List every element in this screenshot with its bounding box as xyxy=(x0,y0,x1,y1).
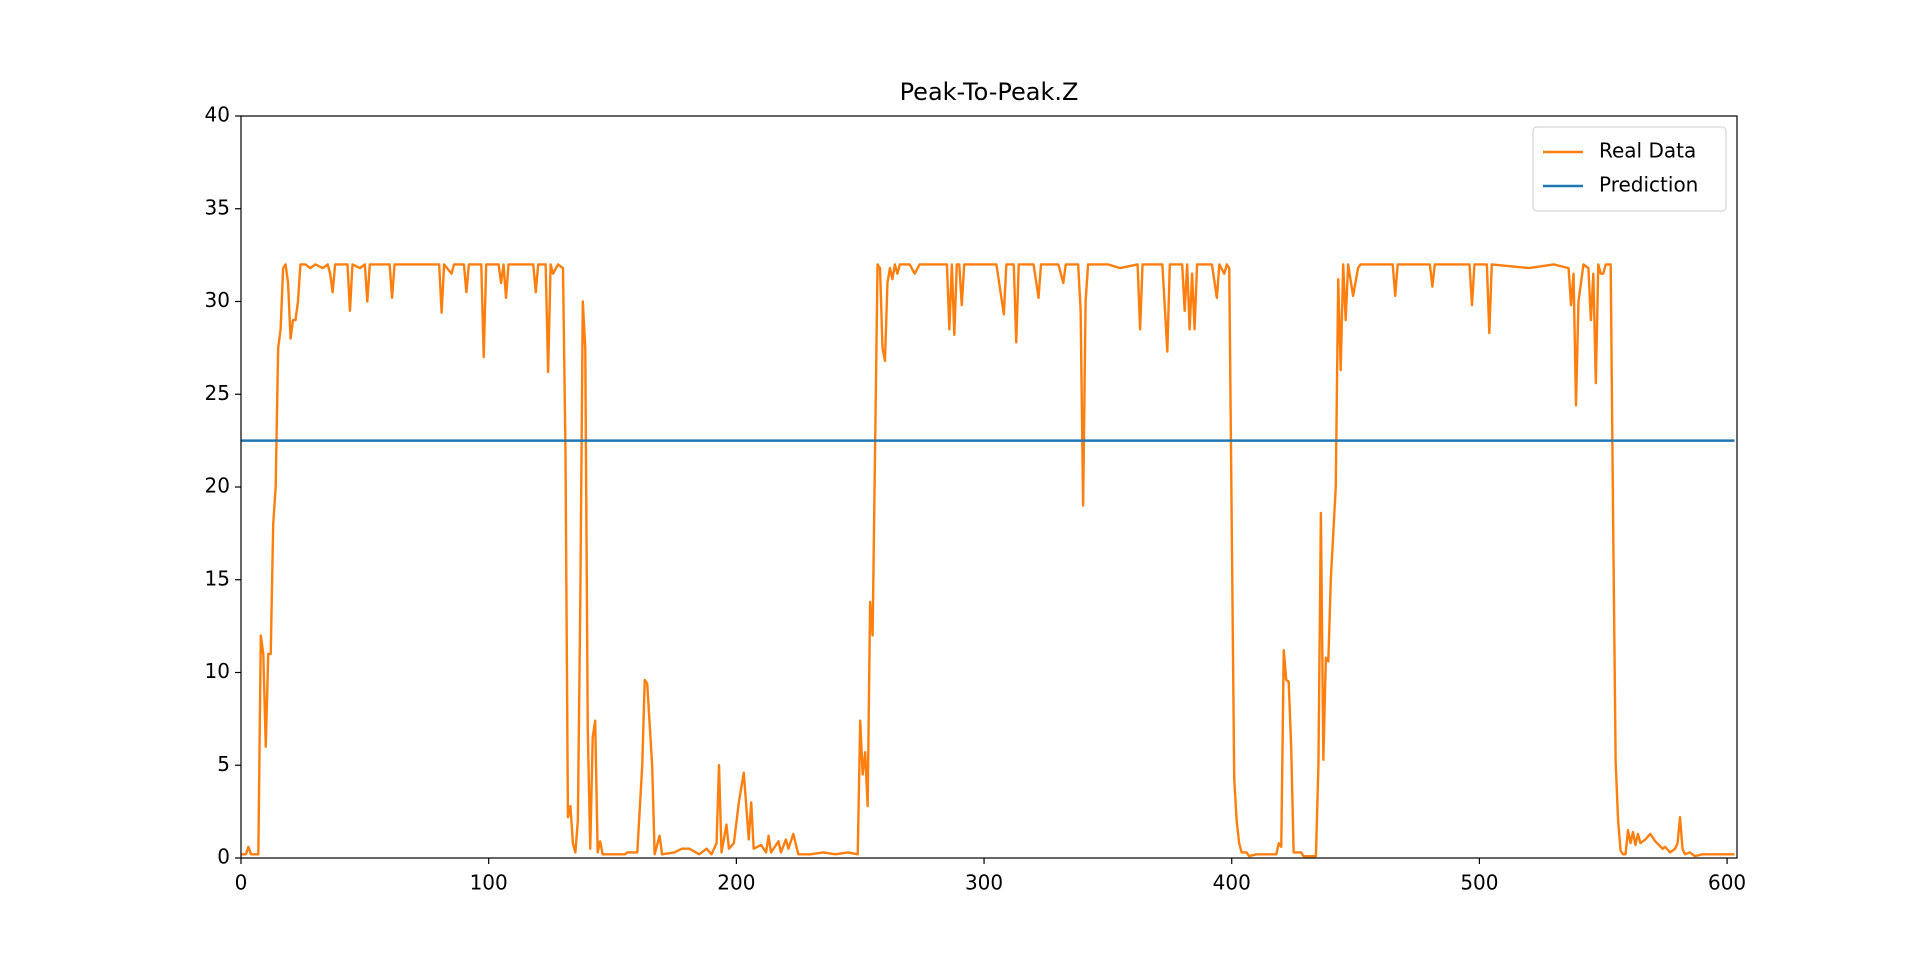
x-tick-label: 600 xyxy=(1708,871,1746,895)
y-tick-label: 15 xyxy=(205,566,230,590)
x-tick-label: 400 xyxy=(1213,871,1251,895)
y-tick-label: 20 xyxy=(205,474,230,498)
x-tick-label: 300 xyxy=(965,871,1003,895)
y-tick-label: 35 xyxy=(205,195,230,219)
y-tick-label: 30 xyxy=(205,288,230,312)
y-tick-label: 10 xyxy=(205,659,230,683)
y-tick-label: 25 xyxy=(205,381,230,405)
x-tick-label: 100 xyxy=(470,871,508,895)
legend-label: Real Data xyxy=(1599,139,1696,163)
y-tick-label: 0 xyxy=(217,845,230,869)
line-series xyxy=(241,263,1735,858)
x-tick-label: 200 xyxy=(717,871,755,895)
chart-title: Peak-To-Peak.Z xyxy=(900,78,1079,106)
legend-box xyxy=(1532,126,1727,212)
plot-frame xyxy=(240,115,1738,859)
y-tick-label: 40 xyxy=(205,103,230,127)
x-tick-label: 500 xyxy=(1460,871,1498,895)
legend-label: Prediction xyxy=(1599,173,1698,197)
y-tick-label: 5 xyxy=(217,752,230,776)
x-tick-label: 0 xyxy=(235,871,248,895)
